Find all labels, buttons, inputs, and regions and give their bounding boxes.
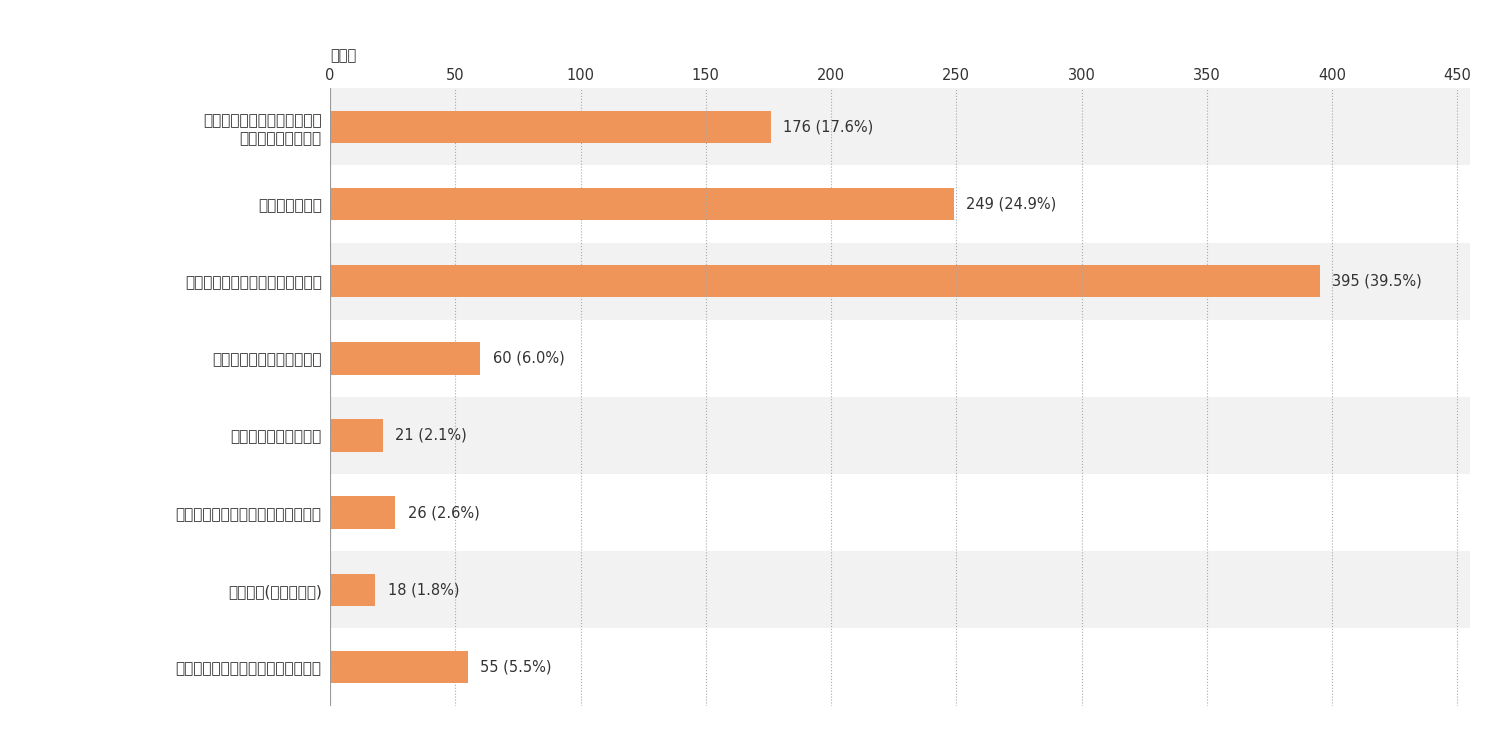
Bar bbox=[318, 551, 1500, 628]
Bar bbox=[330, 496, 394, 529]
Bar bbox=[318, 474, 1500, 551]
Bar bbox=[330, 650, 468, 684]
Text: 55 (5.5%): 55 (5.5%) bbox=[480, 659, 552, 675]
Bar bbox=[318, 397, 1500, 474]
Bar bbox=[330, 342, 480, 375]
Text: 395 (39.5%): 395 (39.5%) bbox=[1332, 273, 1422, 289]
Bar bbox=[330, 419, 382, 452]
Bar bbox=[318, 88, 1500, 165]
Bar bbox=[330, 265, 1320, 298]
Text: 26 (2.6%): 26 (2.6%) bbox=[408, 505, 480, 520]
Bar bbox=[318, 165, 1500, 243]
Bar bbox=[318, 320, 1500, 397]
Bar bbox=[330, 187, 954, 220]
Text: 18 (1.8%): 18 (1.8%) bbox=[387, 582, 459, 598]
Text: 60 (6.0%): 60 (6.0%) bbox=[494, 351, 564, 366]
Bar bbox=[318, 243, 1500, 320]
Bar bbox=[318, 628, 1500, 706]
Text: 21 (2.1%): 21 (2.1%) bbox=[394, 428, 466, 443]
Text: 249 (24.9%): 249 (24.9%) bbox=[966, 196, 1056, 212]
Bar bbox=[330, 573, 375, 606]
Text: （人）: （人） bbox=[330, 49, 357, 63]
Text: 176 (17.6%): 176 (17.6%) bbox=[783, 119, 873, 135]
Bar bbox=[330, 110, 771, 143]
